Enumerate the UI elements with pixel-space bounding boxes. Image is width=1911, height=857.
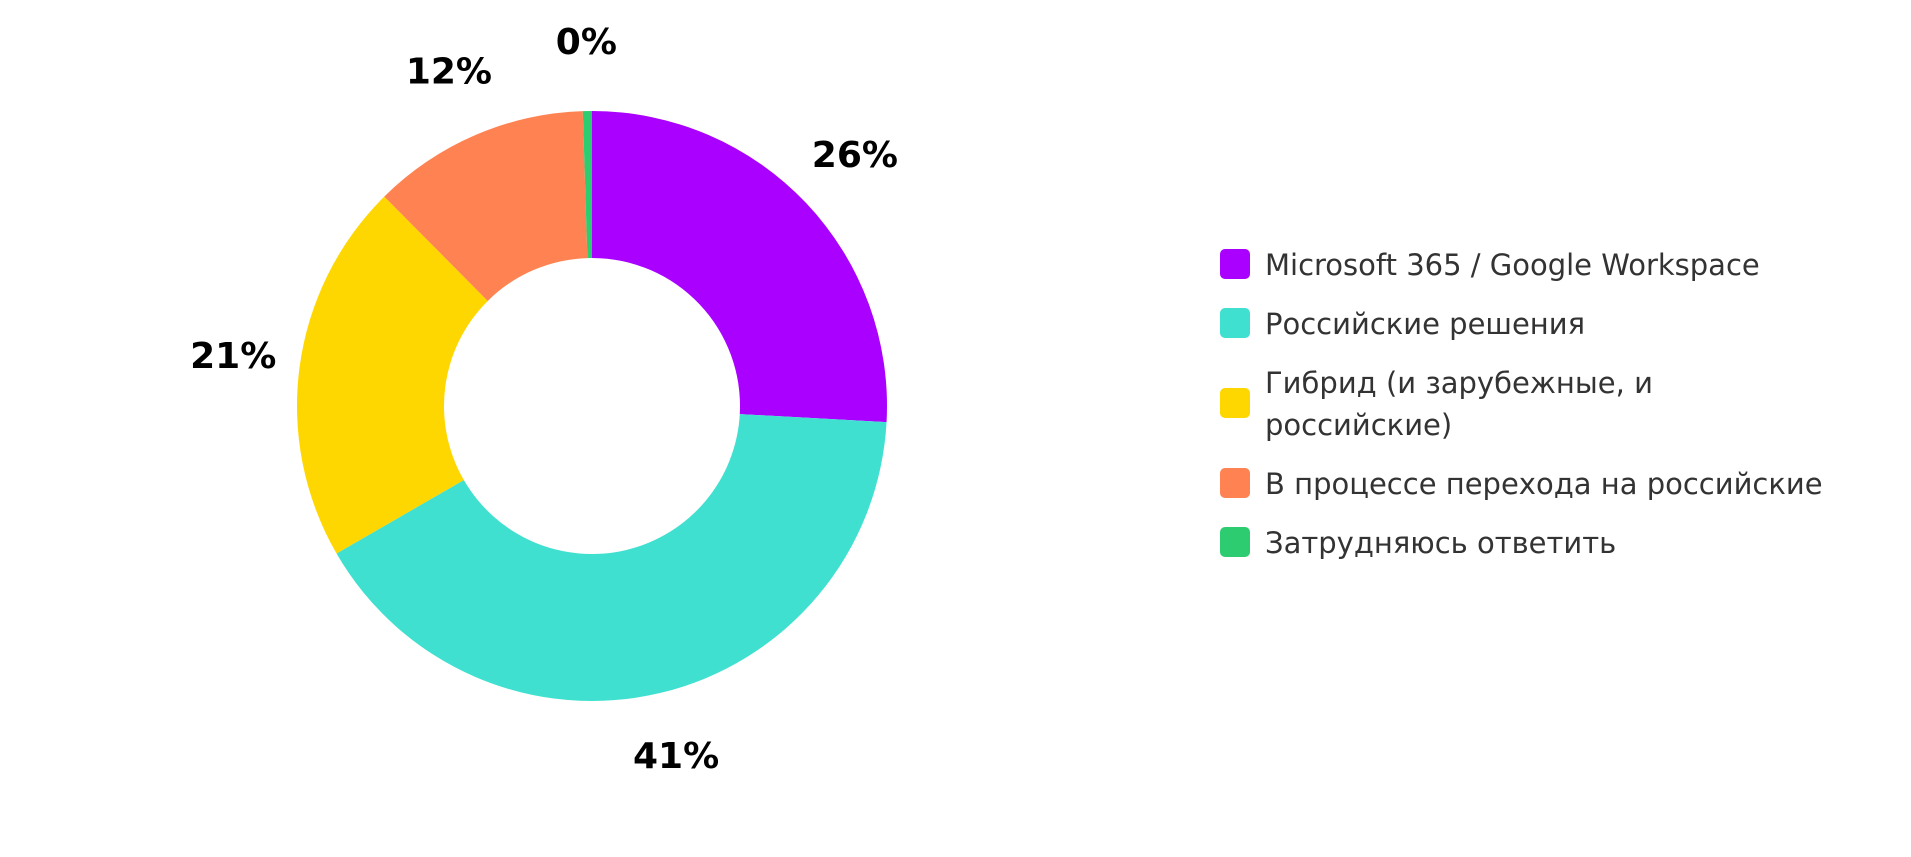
legend-item-hybrid[interactable]: Гибрид (и зарубежные, и российские) — [1220, 362, 1860, 446]
legend-item-hard-to-answer[interactable]: Затрудняюсь ответить — [1220, 522, 1860, 564]
data-label-в-процессе-перехода-на-российские: 12% — [406, 51, 492, 92]
legend-swatch — [1220, 308, 1250, 338]
legend-swatch — [1220, 527, 1250, 557]
legend-item-microsoft-google[interactable]: Microsoft 365 / Google Workspace — [1220, 244, 1860, 286]
slice-microsoft-365-google-workspace[interactable] — [592, 111, 887, 423]
slice-российские-решения[interactable] — [336, 414, 887, 702]
donut-slices — [296, 111, 887, 702]
data-label-российские-решения: 41% — [633, 736, 719, 777]
legend-item-russian-solutions[interactable]: Российские решения — [1220, 303, 1860, 345]
slice-затрудняюсь-ответить[interactable] — [582, 111, 592, 259]
legend-swatch — [1220, 388, 1250, 418]
legend-item-transition[interactable]: В процессе перехода на российские — [1220, 463, 1860, 505]
slice-гибрид-и-зарубежные-и-российские[interactable] — [296, 196, 488, 554]
legend-swatch — [1220, 468, 1250, 498]
data-label-microsoft-365-google-workspace: 26% — [812, 135, 898, 176]
legend-label: Российские решения — [1265, 307, 1586, 341]
legend-label: Гибрид (и зарубежные, и российские) — [1265, 366, 1653, 442]
legend-label: Microsoft 365 / Google Workspace — [1265, 248, 1760, 282]
data-label-гибрид-и-зарубежные-и-российские: 21% — [190, 336, 276, 377]
data-labels: 26% 41% 21% 12% 0% — [190, 22, 898, 777]
data-label-затрудняюсь-ответить: 0% — [556, 22, 617, 63]
legend-label: Затрудняюсь ответить — [1265, 526, 1617, 560]
legend-swatch — [1220, 249, 1250, 279]
legend: Microsoft 365 / Google Workspace Российс… — [1220, 244, 1860, 581]
slice-в-процессе-перехода-на-российские[interactable] — [384, 111, 588, 301]
legend-label: В процессе перехода на российские — [1265, 467, 1823, 501]
